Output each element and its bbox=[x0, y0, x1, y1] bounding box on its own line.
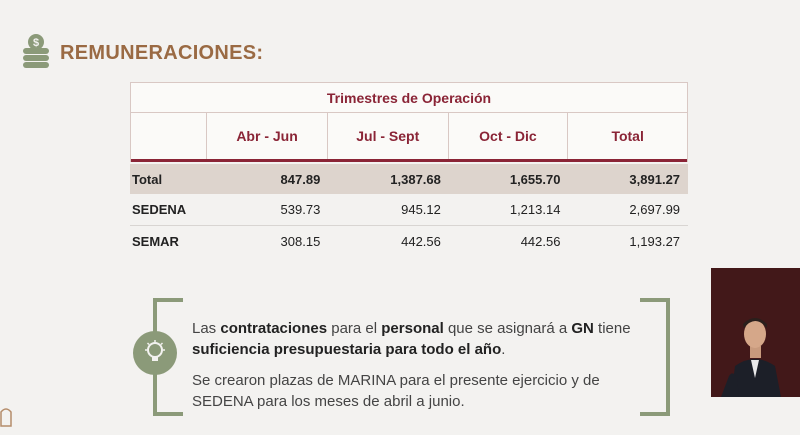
info-paragraph-1: Las contrataciones para el personal que … bbox=[192, 320, 631, 358]
cell-value: 442.56 bbox=[401, 234, 441, 249]
column-header-empty bbox=[131, 113, 206, 159]
svg-text:$: $ bbox=[33, 37, 39, 49]
coin-stack-icon: $ bbox=[22, 34, 50, 72]
logo-fragment-icon bbox=[0, 404, 12, 428]
table-row-semar: SEMAR 308.15 442.56 442.56 1,193.27 bbox=[130, 226, 688, 257]
column-headers: Abr - Jun Jul - Sept Oct - Dic Total bbox=[131, 113, 687, 162]
page-title: REMUNERACIONES: bbox=[60, 41, 264, 64]
lightbulb-icon bbox=[133, 331, 177, 375]
column-header-jul-sept: Jul - Sept bbox=[326, 113, 448, 159]
table-header: Trimestres de Operación Abr - Jun Jul - … bbox=[130, 82, 688, 162]
row-label: Total bbox=[132, 171, 163, 187]
cell-value: 945.12 bbox=[401, 202, 441, 217]
table-row-total: Total 847.89 1,387.68 1,655.70 3,891.27 bbox=[130, 164, 688, 194]
cell-value: 1,213.14 bbox=[509, 202, 561, 217]
cell-value: 308.15 bbox=[280, 234, 321, 249]
header: $ REMUNERACIONES: bbox=[22, 34, 263, 72]
cell-value: 847.89 bbox=[280, 171, 321, 187]
row-label: SEMAR bbox=[132, 234, 179, 249]
bracket-right bbox=[640, 298, 670, 416]
info-text: Las contrataciones para el personal que … bbox=[192, 318, 642, 412]
table-row-sedena: SEDENA 539.73 945.12 1,213.14 2,697.99 bbox=[130, 194, 688, 226]
cell-value: 442.56 bbox=[520, 234, 561, 249]
cell-value: 2,697.99 bbox=[629, 202, 681, 217]
row-label: SEDENA bbox=[132, 202, 187, 217]
cell-value: 3,891.27 bbox=[629, 171, 681, 187]
cell-value: 1,387.68 bbox=[390, 171, 441, 187]
column-header-abr-jun: Abr - Jun bbox=[206, 113, 327, 159]
info-paragraph-2: Se crearon plazas de MARINA para el pres… bbox=[192, 372, 600, 410]
column-header-oct-dic: Oct - Dic bbox=[447, 113, 568, 159]
group-header: Trimestres de Operación bbox=[131, 83, 687, 113]
cell-value: 1,193.27 bbox=[629, 234, 681, 249]
interpreter-video bbox=[711, 268, 800, 397]
cell-value: 1,655.70 bbox=[509, 171, 561, 187]
column-header-total: Total bbox=[567, 113, 687, 159]
cell-value: 539.73 bbox=[280, 202, 321, 217]
remuneraciones-table: Trimestres de Operación Abr - Jun Jul - … bbox=[130, 82, 688, 257]
